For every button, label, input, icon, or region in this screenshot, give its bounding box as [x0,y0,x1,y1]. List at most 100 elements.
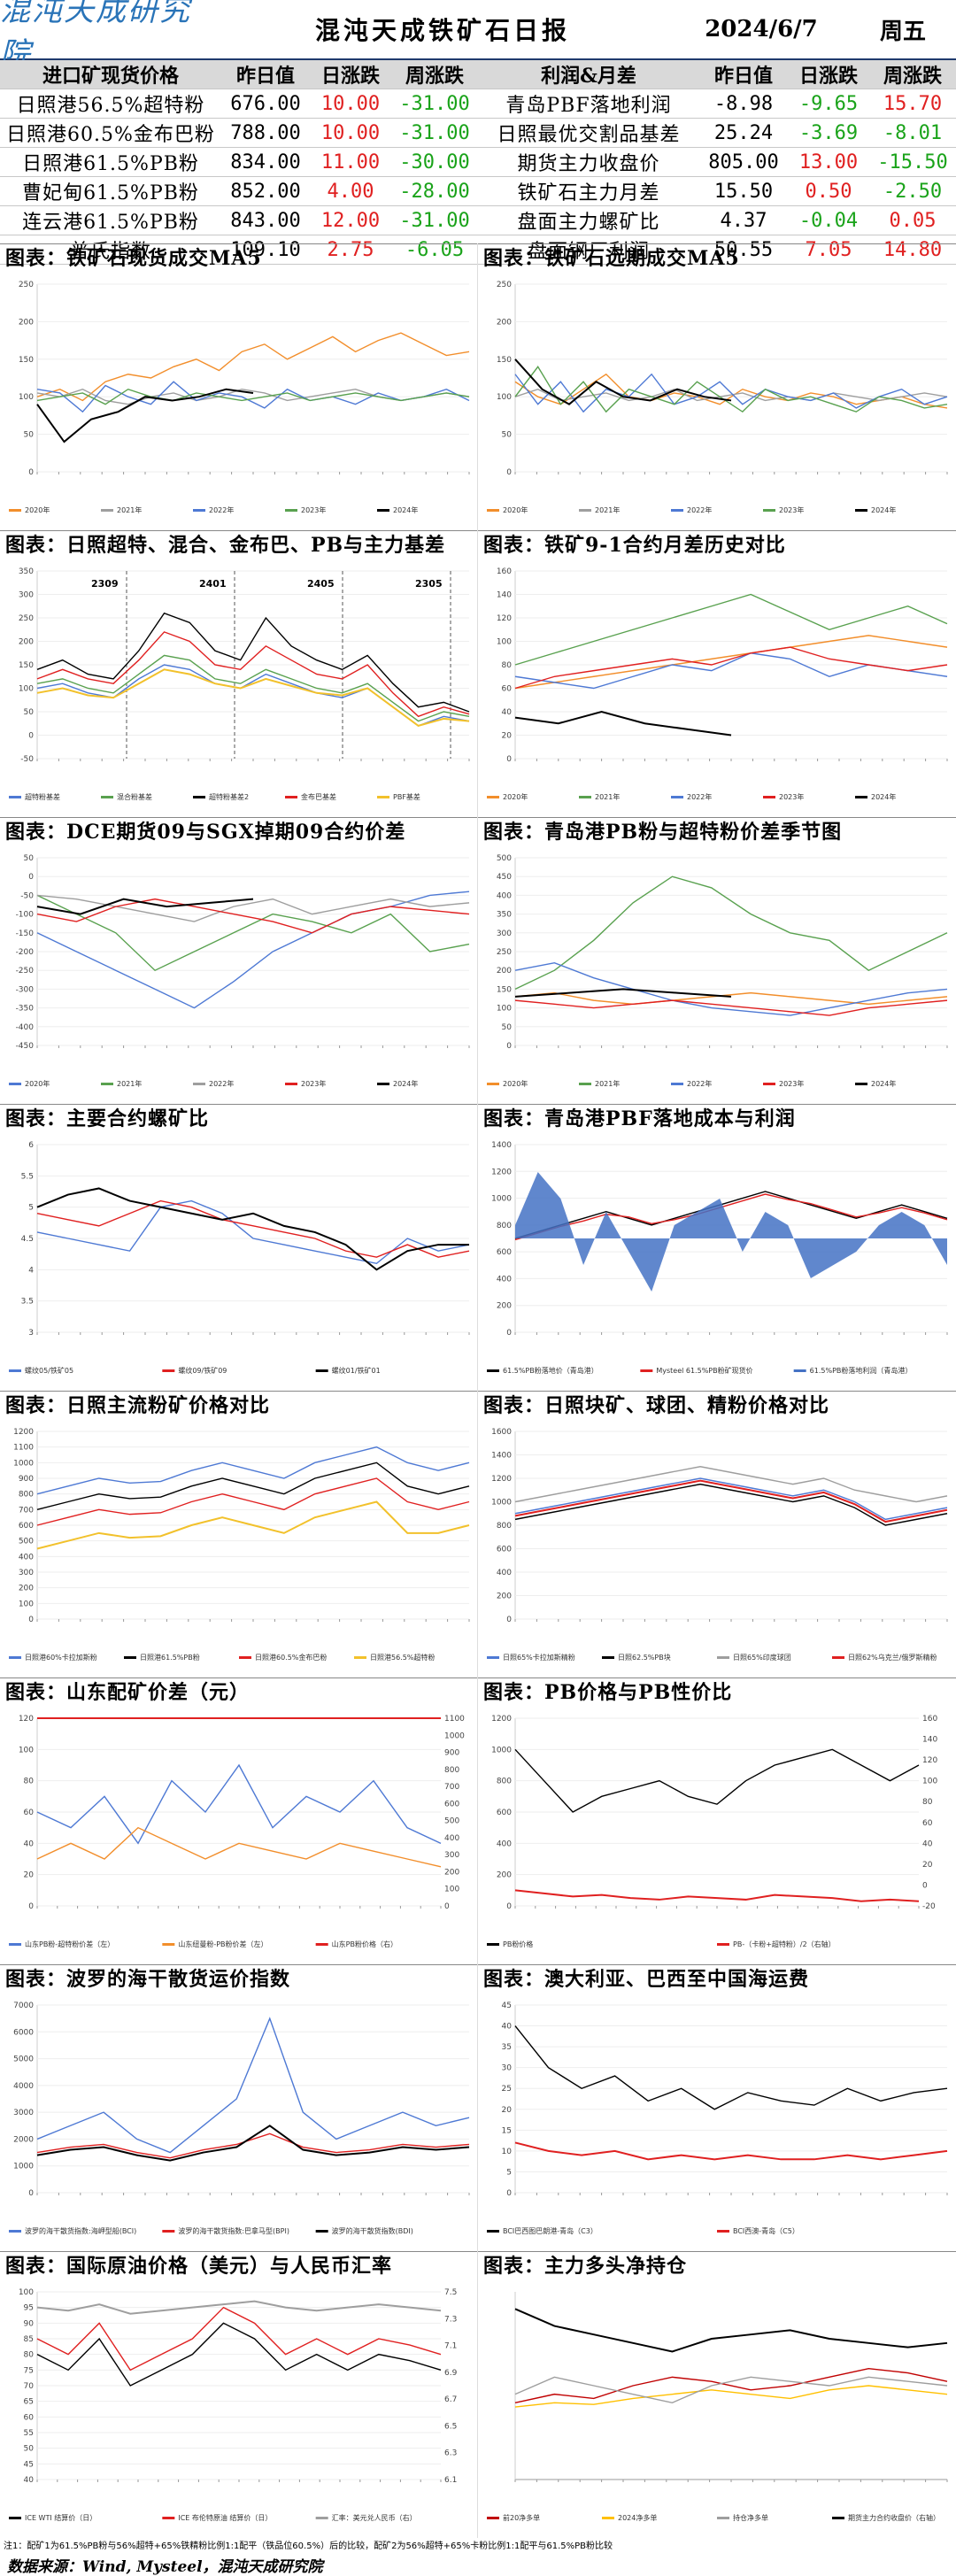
y-tick-label: 0 [506,1042,512,1051]
y-tick-label: 1400 [491,1452,512,1461]
legend-label: 山东PB粉价格（右） [332,1940,397,1948]
y-tick-label: 0 [506,2189,512,2198]
y-tick-label: 50 [502,431,513,440]
legend-label: 超特粉基差 [25,792,60,801]
profit-cell-day-change: -0.04 [788,205,869,235]
y-tick-label: 50 [24,708,35,717]
legend-label: 2022年 [209,1079,234,1088]
y2-tick-label: 7.5 [444,2288,457,2297]
y-tick-label: 40 [24,2476,35,2485]
y-tick-label: 140 [497,591,512,600]
y2-tick-label: 400 [444,1834,459,1843]
chart-row: 图表：主要合约螺矿比 3 3.5 4 4.5 5 5.5 6 螺纹05/铁矿05 螺纹09/铁矿0… [0,1104,956,1391]
chart-title: 图表：澳大利亚、巴西至中国海运费 [478,1964,956,1993]
spot-cell-name: 日照港60.5%金布巴粉 [0,118,221,148]
series-line [36,894,470,972]
y2-tick-label: 140 [922,1736,937,1745]
legend-swatch [487,1083,499,1085]
chart-c4: 0 20 40 60 80 100 120 140 160 2020年 2021年 2022年 2023… [487,567,948,801]
spot-row: 日照港60.5%金布巴粉 788.00 10.00 -31.00 [0,118,478,148]
chart-panel-c13: 图表：波罗的海干散货运价指数 0 1000 2000 3000 4000 5000 6000 7… [0,1964,478,2251]
chart-title: 图表：波罗的海干散货运价指数 [0,1964,477,1993]
legend-label: 2022年 [687,792,712,801]
y-tick-label: 6 [28,1141,34,1150]
y-tick-label: 40 [502,2023,513,2032]
legend-swatch [671,796,683,798]
series-line [36,2125,470,2162]
y-tick-label: 400 [497,891,512,900]
series-line [36,332,470,402]
chart-panel-c5: 图表：DCE期货09与SGX掉期09合约价差 50 0 -50 -100 -150 -200… [0,817,478,1104]
y-tick-label: 800 [497,1222,512,1230]
y-tick-label: 400 [19,1553,34,1562]
legend-label: 2023年 [779,505,804,514]
series-line [514,373,948,413]
y2-tick-label: -20 [922,1902,936,1911]
chart-row: 图表：波罗的海干散货运价指数 0 1000 2000 3000 4000 5000 6000 7… [0,1964,956,2251]
legend-swatch [602,1656,614,1659]
spot-cell-name: 日照港61.5%PB粉 [0,147,221,177]
spot-cell-value: 843.00 [221,205,310,235]
y-tick-label: 1000 [491,1195,512,1204]
y-tick-label: 3 [28,1329,34,1338]
y-tick-label: 0 [28,468,34,477]
y-tick-label: 30 [502,2064,513,2073]
series-line [36,668,470,727]
legend-label: 山东纽曼粉-PB粉价差（左） [178,1940,267,1948]
legend-label: 日照港61.5%PB粉 [140,1653,200,1662]
legend-label: PB-（卡粉+超特粉）/2（右轴） [733,1940,836,1948]
annotation-label: 2405 [307,578,335,590]
y-tick-label: 120 [497,614,512,623]
y-tick-label: 80 [24,2351,35,2360]
y-tick-label: 100 [19,2288,34,2297]
chart-title: 图表：青岛港PBF落地成本与利润 [478,1104,956,1132]
legend-label: 2024净多单 [618,2513,657,2522]
chart-title: 图表：日照主流粉矿价格对比 [0,1391,477,1419]
y-tick-label: 20 [24,1871,35,1880]
legend-label: 持仓净多单 [733,2513,768,2522]
legend-label: 波罗的海干散货指数(BDI) [332,2226,413,2235]
y-tick-label: 85 [24,2335,34,2344]
y-tick-label: -400 [16,1023,35,1032]
legend-label: 日照港60%卡拉加斯粉 [25,1653,97,1662]
legend-label: PB粉价格 [503,1940,533,1948]
y-tick-label: 800 [19,1491,34,1500]
y-tick-label: 6000 [13,2028,34,2037]
profit-header-1: 昨日值 [699,60,788,89]
y2-tick-label: 6.5 [444,2422,457,2431]
y2-tick-label: 6.9 [444,2369,458,2378]
legend-swatch [579,509,591,512]
series-line [36,2017,470,2154]
series-line [36,1199,470,1258]
chart-row: 图表：山东配矿价差（元） 0 20 40 60 80 100 120 0 100 200 300 400… [0,1677,956,1964]
legend-label: 山东PB粉-超特粉价差（左） [25,1940,114,1948]
y-tick-label: 75 [24,2366,34,2375]
y-tick-label: 1200 [491,1715,512,1724]
spot-cell-name: 日照港56.5%超特粉 [0,89,221,119]
spot-cell-day-change: 4.00 [310,176,391,206]
y-tick-label: 1600 [491,1428,512,1437]
y2-tick-label: 0 [444,1902,450,1911]
series-line [514,2385,948,2408]
series-line [514,1748,920,1813]
spot-cell-day-change: 10.00 [310,118,391,148]
legend-swatch [285,509,297,512]
y-tick-label: 250 [19,614,34,623]
y2-tick-label: 800 [444,1766,459,1775]
legend-label: 2022年 [687,505,712,514]
y-tick-label: 50 [24,854,35,863]
chart-c5: 50 0 -50 -100 -150 -200 -250 -300 -350 -400 -450 20… [9,854,470,1088]
y-tick-label: -50 [20,891,34,900]
legend-swatch [832,2517,844,2519]
chart-panel-c14: 图表：澳大利亚、巴西至中国海运费 0 5 10 15 20 25 30 35 40 45 BCI巴西图… [478,1964,956,2251]
legend-swatch [377,796,389,798]
series-line [514,710,732,737]
y-tick-label: 45 [24,2460,34,2469]
series-line [514,2376,948,2404]
legend-swatch [101,1083,113,1085]
y-tick-label: 5 [28,1204,34,1213]
legend-label: 61.5%PB粉落地利润（青岛港） [810,1366,913,1375]
y2-tick-label: 120 [922,1756,937,1765]
chart-title: 图表：铁矿9-1合约月差历史对比 [478,530,956,559]
legend-label: 2024年 [393,505,418,514]
